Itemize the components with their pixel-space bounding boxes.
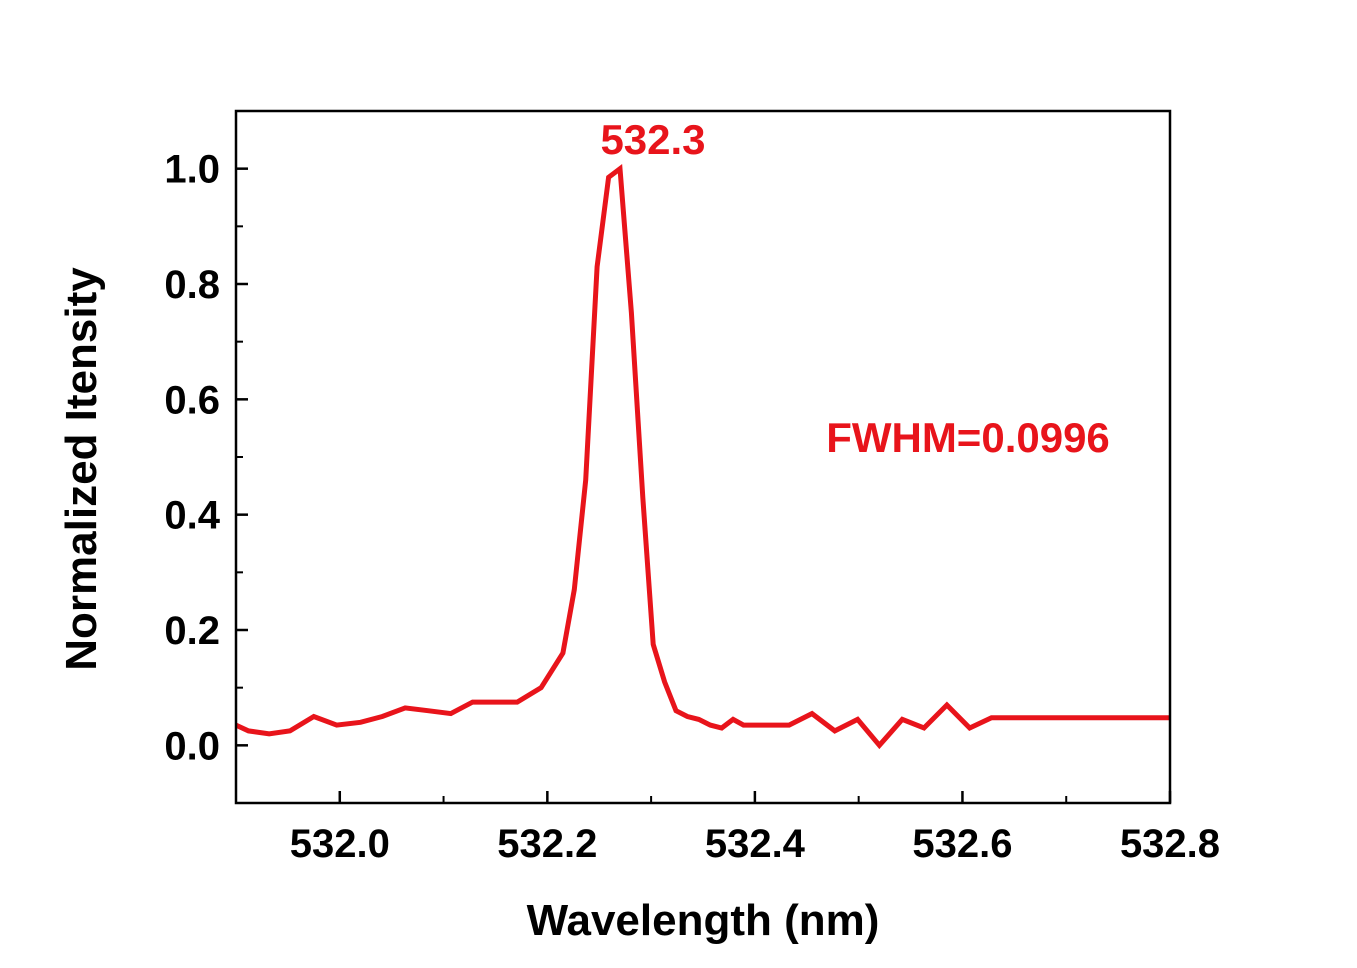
y-tick-label: 0.4 xyxy=(164,494,220,538)
series-layer xyxy=(236,163,1170,750)
x-tick-label: 532.0 xyxy=(290,822,390,866)
x-tick-label: 532.8 xyxy=(1120,822,1220,866)
y-tick-label: 0.8 xyxy=(164,263,220,307)
x-tick-label: 532.6 xyxy=(912,822,1012,866)
y-tick-label: 0.0 xyxy=(164,724,220,768)
y-tick-label: 0.6 xyxy=(164,378,220,422)
series-line xyxy=(236,163,1170,750)
y-axis-title: Normalized Itensity xyxy=(57,267,106,671)
x-axis-title: Wavelength (nm) xyxy=(527,896,880,945)
fwhm-annotation: FWHM=0.0996 xyxy=(826,414,1110,461)
tick-labels: 0.0 0.2 0.4 0.6 0.8 1.0 532.0 532.2 532.4 532.6 53… xyxy=(164,148,1220,866)
x-tick-label: 532.2 xyxy=(497,822,597,866)
peak-annotation: 532.3 xyxy=(600,116,705,163)
plot-frame xyxy=(234,109,1172,805)
y-tick-label: 0.2 xyxy=(164,609,220,653)
y-tick-label: 1.0 xyxy=(164,148,220,192)
x-tick-label: 532.4 xyxy=(705,822,806,866)
